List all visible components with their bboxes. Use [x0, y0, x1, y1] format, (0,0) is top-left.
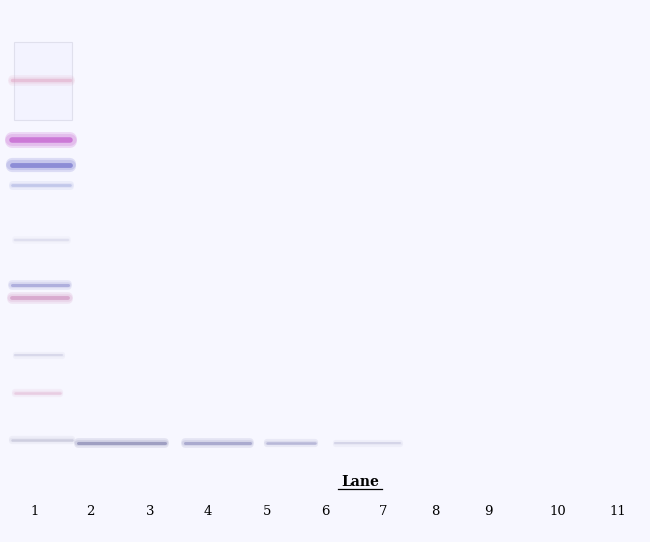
Text: 3: 3: [146, 505, 154, 518]
Text: Lane: Lane: [341, 475, 379, 489]
Text: 4: 4: [204, 505, 212, 518]
Text: 2: 2: [86, 505, 94, 518]
FancyBboxPatch shape: [14, 42, 72, 120]
Text: 11: 11: [610, 505, 627, 518]
Text: 5: 5: [263, 505, 271, 518]
Text: 8: 8: [431, 505, 439, 518]
Text: 10: 10: [550, 505, 566, 518]
Text: 7: 7: [379, 505, 387, 518]
Text: 1: 1: [31, 505, 39, 518]
Text: 9: 9: [484, 505, 492, 518]
Text: 6: 6: [320, 505, 330, 518]
